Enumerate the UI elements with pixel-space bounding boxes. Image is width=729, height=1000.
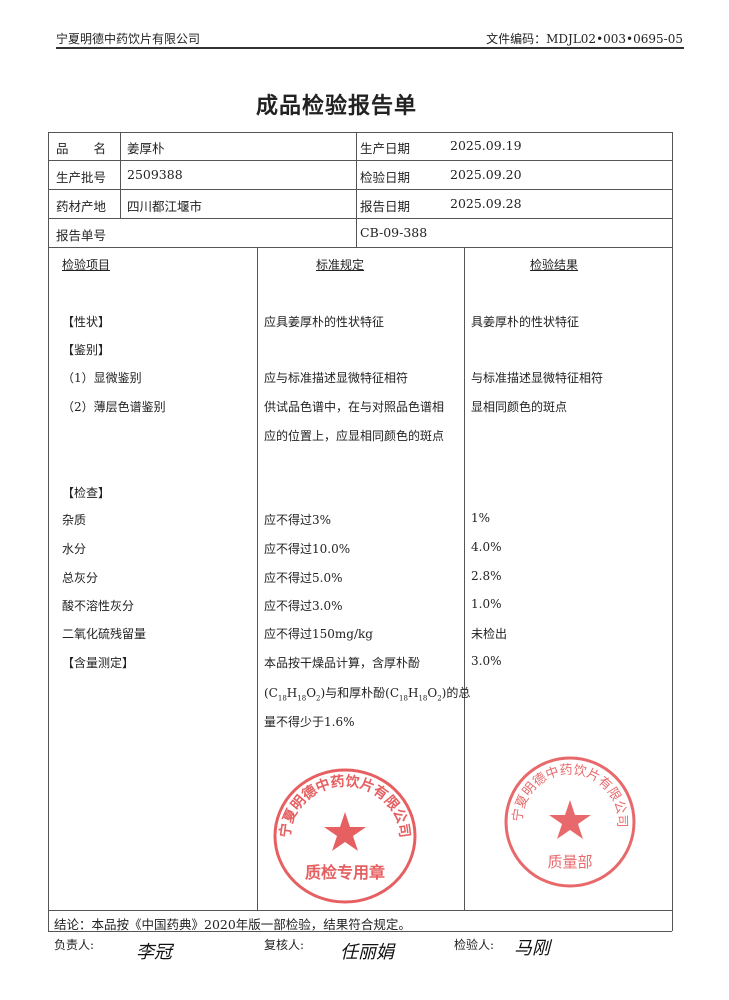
reviewer-label: 复核人:	[264, 938, 305, 952]
row-result: 与标准描述显微特征相符	[471, 371, 604, 385]
row-item: 【鉴别】	[62, 343, 111, 357]
responsible-label: 负责人:	[54, 938, 95, 952]
reviewer-signature: 任丽娟	[340, 942, 394, 963]
report-number-label: 报告单号	[56, 228, 107, 243]
row-standard: 应与标准描述显微特征相符	[264, 371, 409, 385]
row-item: 酸不溶性灰分	[62, 599, 135, 613]
column-header-standard: 标准规定	[316, 258, 365, 272]
row-item: 【含量测定】	[62, 656, 135, 670]
report-date: 2025.09.28	[450, 196, 522, 211]
document-code: 文件编码：MDJL02•003•0695-05	[486, 32, 683, 46]
test-date-label: 检验日期	[360, 170, 411, 185]
report-date-label: 报告日期	[360, 199, 411, 214]
production-date-label: 生产日期	[360, 141, 411, 156]
column-header-result: 检验结果	[530, 258, 579, 272]
inspector-signature: 马刚	[514, 938, 550, 959]
assay-standard-line2: (C18H18O2)与和厚朴酚(C18H18O2)的总	[264, 686, 471, 703]
row-standard: 应不得过5.0%	[264, 571, 343, 585]
quality-dept-stamp: 宁夏明德中药饮片有限公司 质量部	[504, 756, 636, 888]
row-result: 未检出	[471, 627, 508, 641]
row-standard: 应不得过3%	[264, 513, 332, 527]
row-item: 二氧化硫残留量	[62, 627, 147, 641]
star-icon	[549, 800, 591, 839]
product-name: 姜厚朴	[127, 141, 165, 156]
product-name-label: 品 名	[56, 141, 107, 156]
row-result: 显相同颜色的斑点	[471, 400, 568, 414]
responsible-signature: 李冠	[136, 942, 172, 963]
row-result: 具姜厚朴的性状特征	[471, 315, 580, 329]
production-date: 2025.09.19	[450, 138, 522, 153]
assay-standard-line3: 量不得少于1.6%	[264, 715, 355, 729]
row-standard: 供试品色谱中，在与对照品色谱相	[264, 400, 445, 414]
row-result: 4.0%	[471, 540, 502, 554]
row-item: （1）显微鉴别	[62, 371, 142, 385]
row-item: 【检查】	[62, 486, 111, 500]
row-item: 杂质	[62, 513, 87, 527]
header-divider	[56, 47, 684, 49]
row-item: 总灰分	[62, 571, 99, 585]
report-number: CB-09-388	[360, 225, 428, 240]
column-header-item: 检验项目	[62, 258, 111, 272]
row-result: 1%	[471, 511, 491, 525]
svg-text:质量部: 质量部	[547, 853, 592, 871]
conclusion: 结论：本品按《中国药典》2020年版一部检验，结果符合规定。	[54, 917, 411, 932]
row-item: （2）薄层色谱鉴别	[62, 400, 166, 414]
origin-label: 药材产地	[56, 199, 107, 214]
batch-label: 生产批号	[56, 170, 107, 185]
company-name: 宁夏明德中药饮片有限公司	[56, 32, 201, 46]
row-standard: 应的位置上，应显相同颜色的斑点	[264, 429, 445, 443]
star-icon	[324, 812, 366, 851]
test-date: 2025.09.20	[450, 167, 522, 182]
batch-number: 2509388	[127, 167, 183, 182]
row-item: 水分	[62, 542, 87, 556]
row-standard: 应不得过150mg/kg	[264, 627, 373, 641]
inspector-label: 检验人:	[454, 938, 495, 952]
row-standard: 本品按干燥品计算，含厚朴酚	[264, 656, 421, 670]
page-title: 成品检验报告单	[256, 93, 418, 119]
origin: 四川都江堰市	[127, 199, 203, 214]
row-standard: 应不得过3.0%	[264, 599, 343, 613]
row-standard: 应具姜厚朴的性状特征	[264, 315, 385, 329]
row-result: 1.0%	[471, 597, 502, 611]
row-result: 3.0%	[471, 654, 502, 668]
row-result: 2.8%	[471, 569, 502, 583]
quality-inspection-stamp: 宁夏明德中药饮片有限公司 质检专用章	[273, 768, 417, 904]
svg-text:质检专用章: 质检专用章	[305, 863, 385, 882]
row-item: 【性状】	[62, 315, 111, 329]
row-standard: 应不得过10.0%	[264, 542, 351, 556]
